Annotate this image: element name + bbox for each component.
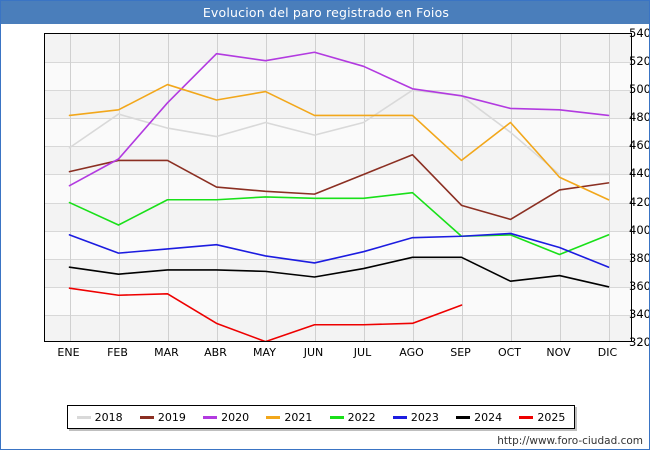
y-tick-label: 400	[629, 222, 650, 237]
series-line-2024	[68, 256, 610, 288]
legend-swatch-icon	[456, 415, 471, 419]
legend-item-2022[interactable]: 2022	[329, 410, 376, 424]
x-tick-label: MAR	[154, 346, 179, 359]
legend-label: 2022	[347, 410, 376, 424]
x-tick-label: ABR	[204, 346, 227, 359]
legend-label: 2018	[94, 410, 123, 424]
gridline-vertical	[364, 34, 365, 341]
gridline-horizontal	[45, 62, 631, 63]
plot-area	[44, 33, 632, 342]
gridline-vertical	[560, 34, 561, 341]
y-tick-label: 460	[629, 138, 650, 153]
y-tick-label: 500	[629, 82, 650, 97]
legend-swatch-icon	[139, 415, 154, 419]
legend-item-2020[interactable]: 2020	[203, 411, 249, 424]
gridline-vertical	[413, 34, 414, 341]
plot-band	[45, 90, 631, 119]
gridline-vertical	[315, 34, 316, 341]
x-tick-label: MAY	[253, 346, 276, 359]
gridline-horizontal	[45, 118, 631, 119]
y-tick-label: 360	[629, 278, 650, 293]
legend-item-2021[interactable]: 2021	[266, 411, 312, 424]
chart-canvas: 540 520 500 480 460 440 420 400 380 360 340 320 ENE…	[1, 24, 650, 449]
legend-item-2019[interactable]: 2019	[139, 410, 186, 424]
x-tick-label: SEP	[450, 346, 471, 359]
legend-label: 2023	[410, 410, 439, 424]
legend-item-2018[interactable]: 2018	[76, 410, 123, 424]
plot-band	[45, 202, 631, 231]
y-tick-label: 440	[629, 166, 650, 181]
source-url: http://www.foro-ciudad.com	[497, 435, 643, 447]
legend-label: 2021	[284, 410, 313, 424]
y-tick-label: 520	[629, 54, 650, 69]
gridline-horizontal	[45, 174, 631, 175]
plot-band	[45, 34, 631, 63]
gridline-horizontal	[45, 231, 631, 232]
legend-swatch-icon	[519, 415, 534, 419]
legend-label: 2024	[474, 410, 503, 424]
series-lines	[68, 51, 610, 341]
gridline-horizontal	[45, 287, 631, 288]
gridline-horizontal	[45, 259, 631, 260]
y-tick-label: 480	[629, 110, 650, 125]
gridline-vertical	[70, 34, 71, 341]
legend-item-2025[interactable]: 2025	[519, 411, 565, 424]
gridline-vertical	[119, 34, 120, 341]
series-line-2018	[68, 89, 610, 176]
legend-swatch-icon	[203, 415, 218, 419]
series-line-2020	[68, 51, 610, 187]
legend-item-2024[interactable]: 2024	[456, 411, 502, 424]
series-line-2023	[68, 232, 610, 268]
gridline-vertical	[462, 34, 463, 341]
x-tick-label: OCT	[497, 346, 522, 359]
gridline-vertical	[511, 34, 512, 341]
gridline-vertical	[266, 34, 267, 341]
gridline-vertical	[168, 34, 169, 341]
gridline-horizontal	[45, 315, 631, 316]
legend-swatch-icon	[392, 415, 407, 419]
x-tick-label: AGO	[399, 346, 424, 359]
legend-swatch-icon	[329, 415, 344, 419]
y-tick-label: 320	[629, 335, 650, 349]
legend-item-2023[interactable]: 2023	[392, 410, 439, 424]
series-line-2021	[68, 83, 610, 201]
series-line-2019	[68, 153, 610, 221]
y-tick-label: 540	[629, 26, 650, 40]
series-line-2022	[68, 191, 610, 256]
legend-swatch-icon	[266, 415, 281, 419]
window-title-bar: Evolucion del paro registrado en Foios	[1, 1, 649, 24]
page-title: Evolucion del paro registrado en Foios	[202, 5, 450, 20]
x-tick-label: FEB	[107, 346, 128, 359]
gridline-horizontal	[45, 90, 631, 91]
legend-label: 2025	[537, 410, 566, 424]
legend-label: 2019	[157, 410, 186, 424]
y-tick-label: 380	[629, 250, 650, 265]
chart-legend: 2018 2019 2020 2021 2022 2023 2024 2025	[67, 405, 575, 429]
x-tick-label: JUN	[303, 346, 324, 359]
y-tick-label: 420	[629, 194, 650, 209]
plot-band	[45, 314, 631, 341]
x-tick-label: JUL	[353, 346, 372, 359]
y-tick-label: 340	[629, 306, 650, 321]
legend-swatch-icon	[76, 415, 91, 419]
x-tick-label: DIC	[597, 346, 618, 359]
x-tick-label: NOV	[546, 346, 571, 359]
legend-label: 2020	[221, 410, 250, 424]
series-line-2025	[68, 287, 463, 341]
gridline-vertical	[609, 34, 610, 341]
gridline-horizontal	[45, 203, 631, 204]
gridline-horizontal	[45, 146, 631, 147]
x-tick-label: ENE	[57, 346, 80, 359]
